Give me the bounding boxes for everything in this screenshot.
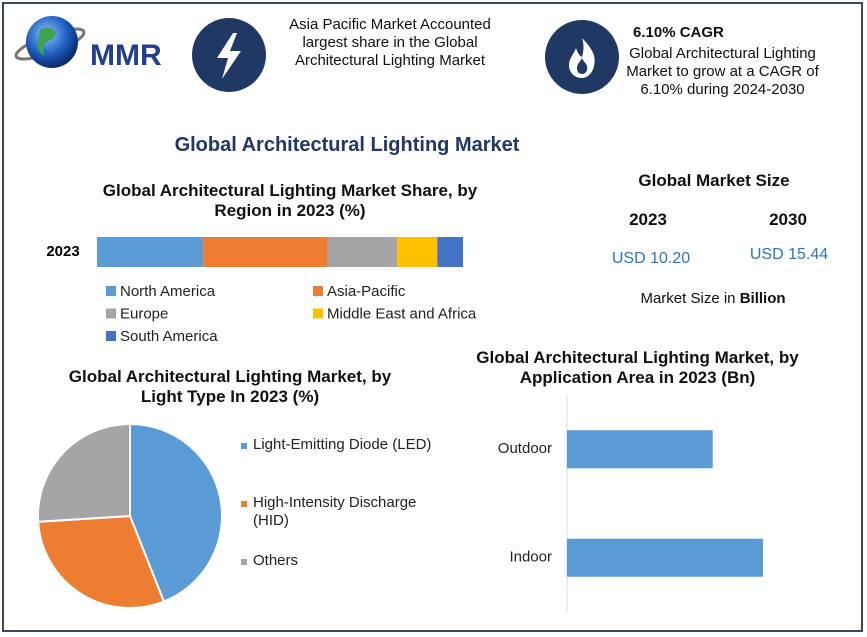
category-label: 2023 [46,243,79,260]
logo-text: MMR [90,39,162,72]
legend-label: North America [120,283,216,300]
cagr-text: Global Architectural Lighting Market to … [626,45,819,98]
legend-swatch [106,286,116,296]
chart-title: Global Architectural Lighting Market, by… [68,367,392,407]
legend-swatch [106,308,116,319]
market-note: Market Size in Billion [593,290,833,308]
chart-title: Global Architectural Lighting Market, by… [476,348,799,388]
logo [14,16,86,68]
category-label: Indoor [509,549,552,566]
bolt-icon [192,18,266,92]
legend-swatch [313,286,323,296]
pie-slice [37,422,131,523]
legend-label: South America [120,328,218,345]
legend-swatch [313,308,323,319]
legend-swatch [241,559,247,565]
pie-slice [37,514,166,609]
main-title: Global Architectural Lighting Market [174,134,520,156]
legend-label: Asia-Pacific [327,283,406,300]
bar-segment [397,237,438,267]
bar-segment [327,237,398,267]
chart-title: Global Architectural Lighting Market Sha… [102,181,478,221]
market-value: USD 10.20 [611,250,691,267]
legend-label: Middle East and Africa [327,305,477,322]
market-size-title: Global Market Size [638,171,790,190]
category-label: Outdoor [498,440,552,457]
bar-segment [97,237,204,267]
highlight-text: Asia Pacific Market Accounted largest sh… [289,16,491,69]
bar [567,538,763,577]
bar [567,430,713,469]
bar-segment [437,237,463,267]
market-value: USD 15.44 [749,246,829,263]
legend-swatch [241,501,247,507]
year-label: 2023 [629,210,667,229]
legend-swatch [106,331,116,341]
legend-label: Others [253,552,299,569]
bar-segment [203,237,328,267]
year-label: 2030 [769,210,807,229]
legend-swatch [241,443,247,449]
legend-label: Europe [120,305,168,322]
legend-label: High-Intensity Discharge (HID) [253,494,417,529]
note-unit: Billion [739,290,786,307]
note-text: Market Size in [640,290,736,307]
pie-slice [129,422,223,603]
flame-icon [545,20,619,94]
legend-label: Light-Emitting Diode (LED) [253,436,432,453]
cagr-title: 6.10% CAGR [633,24,724,41]
